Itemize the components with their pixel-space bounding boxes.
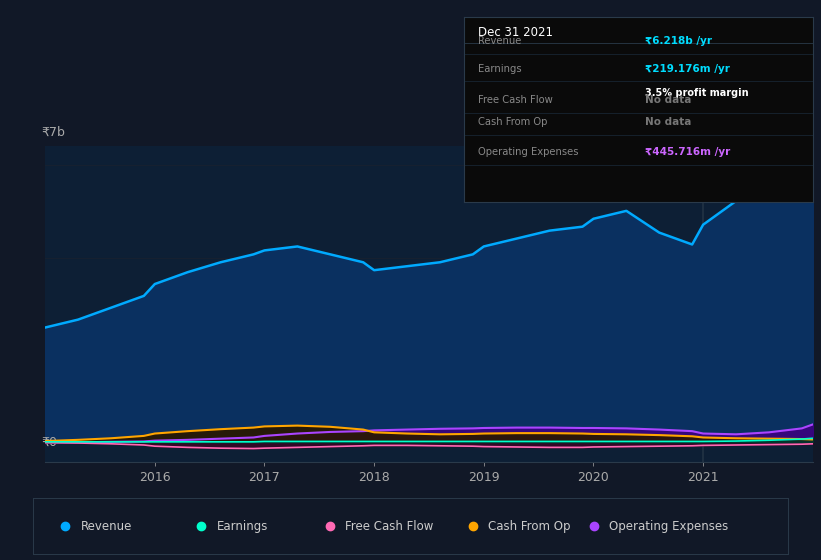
Text: Cash From Op: Cash From Op [478, 117, 548, 127]
Text: ₹6.218b /yr: ₹6.218b /yr [645, 36, 713, 46]
Text: 3.5% profit margin: 3.5% profit margin [645, 87, 749, 97]
Text: Operating Expenses: Operating Expenses [609, 520, 728, 533]
Text: ₹445.716m /yr: ₹445.716m /yr [645, 147, 731, 157]
Text: ₹0: ₹0 [41, 436, 57, 449]
Text: Revenue: Revenue [478, 36, 521, 46]
Text: ₹7b: ₹7b [41, 126, 65, 139]
Text: No data: No data [645, 117, 691, 127]
Text: Dec 31 2021: Dec 31 2021 [478, 26, 553, 39]
Text: Cash From Op: Cash From Op [488, 520, 571, 533]
Text: Revenue: Revenue [80, 520, 132, 533]
Text: No data: No data [645, 95, 691, 105]
Text: Free Cash Flow: Free Cash Flow [345, 520, 433, 533]
Text: Free Cash Flow: Free Cash Flow [478, 95, 553, 105]
Text: ₹219.176m /yr: ₹219.176m /yr [645, 63, 730, 73]
Text: Earnings: Earnings [217, 520, 268, 533]
Text: Operating Expenses: Operating Expenses [478, 147, 578, 157]
Text: Earnings: Earnings [478, 63, 521, 73]
